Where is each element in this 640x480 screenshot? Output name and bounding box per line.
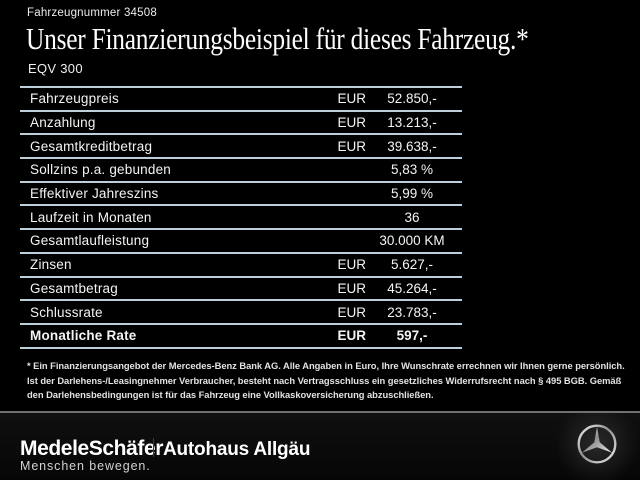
table-row: Gesamtlaufleistung 30.000 KM [20,228,462,252]
row-value: 45.264,- [387,280,437,296]
row-label: Monatliche Rate [30,328,137,344]
row-value: 30.000 KM [379,233,445,249]
row-label: Laufzeit in Monaten [30,209,152,225]
table-row: Sollzins p.a. gebunden 5,83 % [20,157,462,181]
row-value: 52.850,- [387,91,437,107]
table-row: Effektiver Jahreszins 5,99 % [20,180,462,205]
row-value: 5.627,- [390,257,434,273]
row-label: Gesamtkreditbetrag [30,138,153,154]
table-row: Fahrzeugpreis EUR 52.850,- [20,86,462,110]
row-currency: EUR [337,91,366,107]
row-value: 5,83 % [390,162,434,178]
row-currency: EUR [337,115,366,131]
table-row: Laufzeit in Monaten 36 [20,204,462,228]
row-value: 39.638,- [387,138,437,154]
footer-separator [0,411,640,413]
row-label: Gesamtlaufleistung [30,233,150,249]
row-label: Schlussrate [30,304,103,320]
row-label: Sollzins p.a. gebunden [30,162,172,178]
row-currency: EUR [337,280,366,296]
row-value: 36 [404,209,420,225]
row-label: Anzahlung [30,115,96,131]
dealer-name-wordmark: Autohaus Allgäu [163,439,311,460]
vehicle-model: EQV 300 [28,61,83,76]
row-label: Zinsen [30,257,72,273]
row-value: 23.783,- [387,304,437,320]
footer-bar: MedeleSchäfer Autohaus Allgäu Menschen b… [0,413,640,480]
row-value: 597,- [396,328,428,344]
table-row: Gesamtbetrag EUR 45.264,- [20,275,462,300]
page-title: Unser Finanzierungsbeispiel für dieses F… [26,21,529,56]
table-row: Schlussrate EUR 23.783,- [20,299,462,323]
row-label: Fahrzeugpreis [30,91,119,107]
table-row: Gesamtkreditbetrag EUR 39.638,- [20,133,462,157]
mercedes-star-icon [577,424,617,464]
table-row: Monatliche Rate EUR 597,- [20,322,462,349]
dealer-logo-wordmark: MedeleSchäfer [20,437,164,460]
legal-footnote: * Ein Finanzierungsangebot der Mercedes-… [27,360,625,401]
row-label: Effektiver Jahreszins [30,186,159,202]
row-currency: EUR [337,304,366,320]
row-currency: EUR [337,328,366,344]
table-row: Anzahlung EUR 13.213,- [20,109,462,134]
table-row: Zinsen EUR 5.627,- [20,251,462,276]
dealer-slogan: Menschen bewegen. [20,459,151,473]
row-label: Gesamtbetrag [30,280,118,296]
row-value: 5,99 % [390,186,434,202]
row-currency: EUR [337,257,366,273]
financing-table: Fahrzeugpreis EUR 52.850,- Anzahlung EUR… [20,86,462,349]
logo-divider [153,438,154,457]
vehicle-number: Fahrzeugnummer 34508 [27,7,157,19]
row-value: 13.213,- [387,115,437,131]
row-currency: EUR [337,138,366,154]
